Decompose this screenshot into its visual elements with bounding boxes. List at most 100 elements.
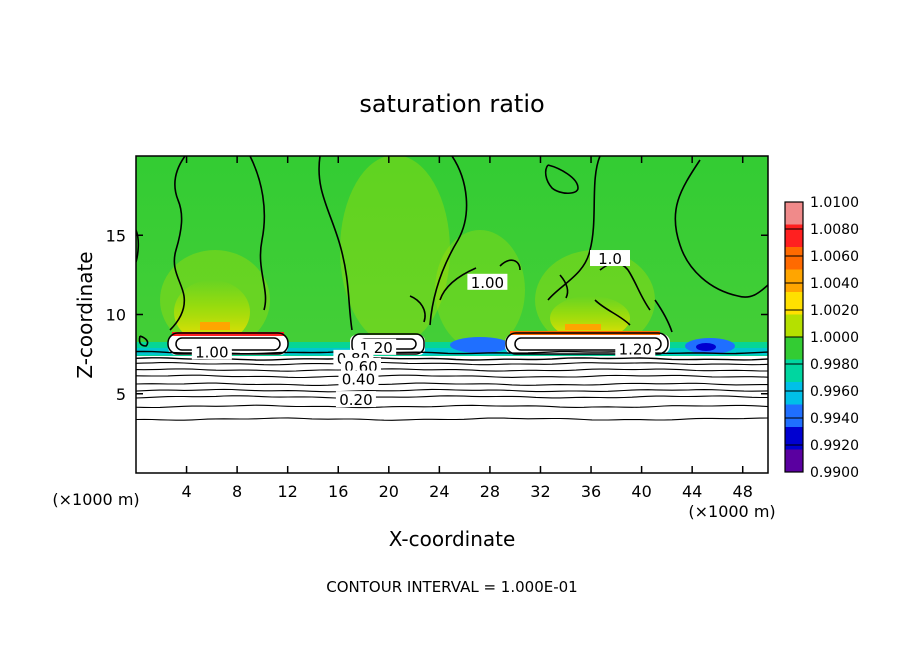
contour-lines: [136, 156, 768, 347]
contour-level-line: [136, 356, 768, 361]
contour-level-line: [136, 382, 768, 386]
colorbar-label: 0.9920: [810, 438, 859, 454]
x-tick-label: 24: [429, 482, 449, 501]
x-tick-label: 44: [682, 482, 702, 501]
contour-line: [169, 156, 186, 331]
cool-patch: [450, 337, 510, 353]
colorbar-label: 1.0020: [810, 303, 859, 319]
cloud-white-region: [136, 356, 768, 473]
haze-region: [340, 156, 450, 345]
colorbar-label: 0.9900: [810, 465, 859, 481]
colorbar-swatch: [785, 382, 803, 405]
colorbar-label: 0.9980: [810, 357, 859, 373]
x-tick-label: 36: [581, 482, 601, 501]
contour-line: [559, 274, 569, 299]
contour-label-bg: [340, 357, 381, 374]
contour-label-bg: [590, 250, 630, 267]
colorbar-label: 1.0080: [810, 222, 859, 238]
colorbar-label: 1.0100: [810, 195, 859, 211]
x-tick-label: 8: [232, 482, 242, 501]
x-tick-label: 28: [480, 482, 500, 501]
colorbar: 1.0100 1.0080 1.0060 1.0040 1.0020 1.0000 0.99…: [784, 195, 859, 481]
cloud-top-edge: [172, 332, 284, 336]
colorbar-label: 0.9940: [810, 411, 859, 427]
contour-labels: 1.001.201.001.01.200.800.600.400.20: [191, 250, 656, 409]
contour-line: [654, 299, 673, 333]
colorbar-label: 1.0040: [810, 276, 859, 292]
contour-level-line: [136, 417, 768, 421]
haze-region: [435, 230, 525, 350]
contour-level-line: [136, 374, 768, 379]
colorbar-swatch: [785, 427, 803, 450]
x-tick-label: 20: [379, 482, 399, 501]
warm-plume: [174, 280, 250, 344]
y-axis-label: Z-coordinate: [73, 251, 97, 378]
contour-interval-note: CONTOUR INTERVAL = 1.000E-01: [326, 578, 577, 596]
contour-line: [318, 156, 353, 331]
y-tick-label: 5: [116, 385, 126, 404]
contour-label: 1.20: [619, 340, 652, 358]
contour-label: 1.00: [195, 344, 228, 362]
contour-label-bg: [335, 391, 376, 408]
colorbar-swatch: [785, 337, 803, 360]
contour-label: 0.20: [339, 391, 372, 409]
contour-level-line: [136, 395, 768, 399]
colorbar-swatch: [785, 314, 803, 338]
x-tick-label: 48: [733, 482, 753, 501]
contour-line: [544, 164, 579, 195]
contour-line: [674, 159, 768, 298]
contour-label: 1.0: [598, 250, 622, 268]
colorbar-swatch: [785, 224, 803, 248]
colorbar-swatch: [785, 269, 803, 293]
x-unit-left: (×1000 m): [52, 490, 139, 509]
x-tick-label: 40: [631, 482, 651, 501]
colorbar-label: 1.0060: [810, 249, 859, 265]
contour-line: [429, 156, 468, 326]
x-tick-label: 4: [181, 482, 191, 501]
colorbar-label: 0.9960: [810, 384, 859, 400]
contour-level-line: [136, 361, 768, 366]
chart-title: saturation ratio: [359, 90, 544, 118]
contour-line: [594, 299, 631, 326]
cool-band: [136, 348, 768, 355]
contour-label-bg: [191, 343, 232, 360]
colorbar-swatch: [785, 449, 803, 473]
contour-label-bg: [467, 273, 508, 290]
y-tick-label: 15: [106, 226, 126, 245]
contour-label-bg: [615, 340, 656, 357]
contour-level-line: [136, 404, 768, 409]
contour-line: [249, 156, 267, 311]
heatmap-field: [136, 156, 768, 473]
cloud-contour: [505, 332, 669, 355]
contour-level-line: [136, 350, 768, 355]
contour-label: 1.00: [471, 274, 504, 292]
y-tick-label: 10: [106, 306, 126, 325]
contour-line: [439, 267, 477, 301]
contour-level-line: [136, 388, 768, 393]
y-axis: 5 10 15: [106, 226, 768, 404]
x-axis: 4 8 12 16 20 24 28 32 36 40 44 48: [181, 156, 753, 501]
horizontal-contours: [136, 350, 768, 421]
x-tick-label: 12: [278, 482, 298, 501]
x-axis-label: X-coordinate: [389, 527, 516, 551]
colorbar-swatch: [785, 247, 803, 270]
cool-patch: [696, 343, 716, 351]
x-tick-label: 16: [328, 482, 348, 501]
contour-label: 0.40: [342, 370, 375, 388]
colorbar-swatch: [785, 202, 803, 225]
contour-line: [547, 156, 601, 301]
colorbar-swatch: [785, 404, 803, 428]
colorbar-swatch: [785, 292, 803, 315]
x-unit-right: (×1000 m): [688, 502, 775, 521]
contour-line: [499, 259, 521, 271]
warm-plume-core: [565, 324, 601, 330]
x-tick-label: 32: [530, 482, 550, 501]
cloud-contour: [514, 337, 662, 351]
contour-level-line: [136, 368, 768, 372]
contour-line: [138, 335, 149, 347]
colorbar-swatch: [785, 359, 803, 383]
warm-plume-core: [200, 322, 230, 330]
contour-label-bg: [338, 370, 379, 387]
contour-line: [409, 295, 426, 323]
